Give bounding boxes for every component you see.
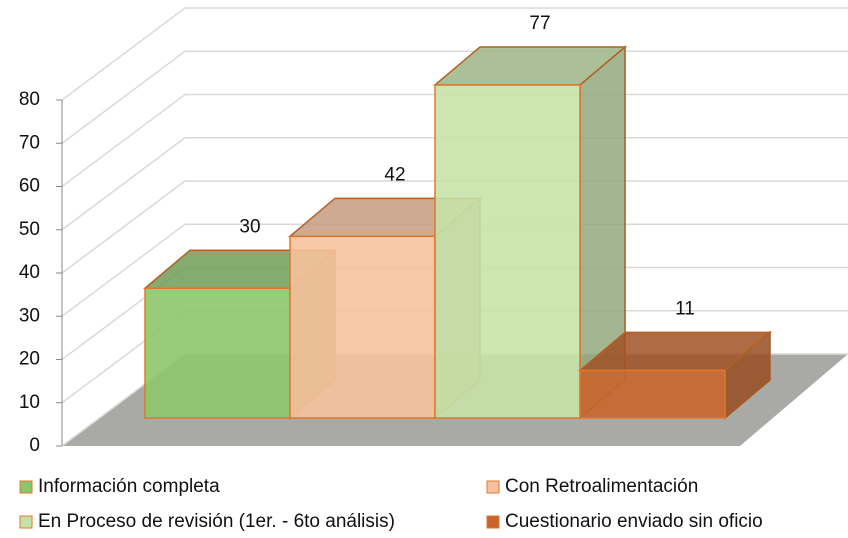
y-tick-label: 0 [29,435,40,456]
grid-line [61,137,848,231]
value-label: 42 [384,164,405,185]
legend-label: Cuestionario enviado sin oficio [505,511,763,532]
bar [579,369,726,419]
legend-label: Con Retroalimentación [505,476,698,497]
y-tick-label: 50 [19,219,40,240]
y-tick-label: 20 [19,349,40,370]
value-label: 77 [529,13,550,34]
y-tick-label: 70 [19,132,40,153]
y-tick-label: 40 [19,262,40,283]
grid-line [61,93,848,188]
bar [289,235,436,419]
bar [434,84,581,419]
bar [144,287,291,419]
y-tick-label: 60 [19,176,40,197]
legend-label: En Proceso de revisión (1er. - 6to análi… [38,511,395,532]
y-tick-label: 80 [19,89,40,110]
legend-swatch [19,480,33,494]
grid-line [61,223,848,317]
y-tick-label: 30 [19,305,40,326]
grid-line [61,180,848,274]
legend-swatch [486,480,500,494]
grid-line [61,7,848,101]
value-label: 11 [675,298,695,319]
legend-label: Información completa [38,476,220,497]
value-label: 30 [239,216,260,237]
legend-swatch [486,515,500,529]
y-tick-label: 10 [19,392,40,413]
legend-swatch [19,515,33,529]
grid-line [61,50,848,144]
